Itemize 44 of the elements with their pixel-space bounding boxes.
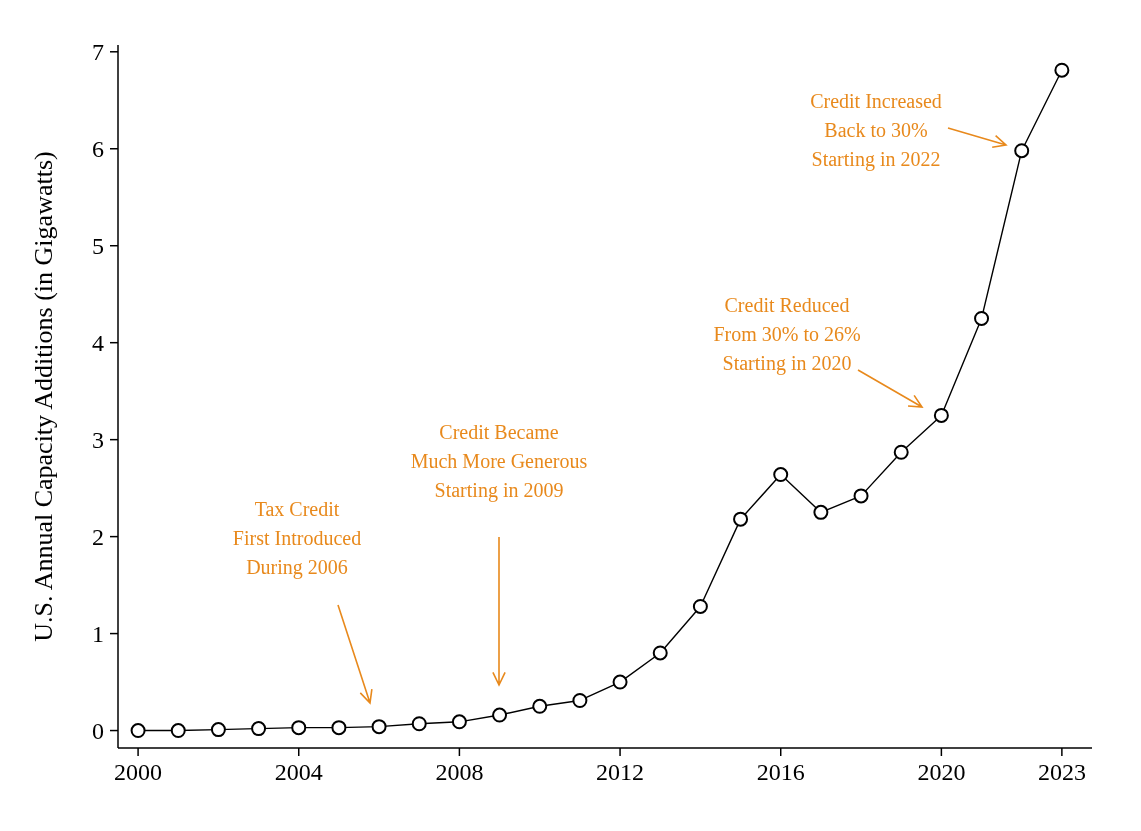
point — [1054, 62, 1070, 78]
y-axis-title: U.S. Annual Capacity Additions (in Gigawatts) — [29, 151, 58, 642]
point — [451, 714, 467, 730]
y-tick-label: 3 — [92, 427, 104, 454]
point — [813, 504, 829, 520]
x-tick-label: 2008 — [435, 759, 484, 785]
annotation: Credit Became Much More Generous Starting in 2009 — [410, 421, 588, 502]
point — [933, 407, 949, 423]
point — [532, 698, 548, 714]
x-tick-label: 2020 — [917, 759, 966, 785]
y-tick-label: 7 — [92, 39, 104, 66]
point — [210, 722, 226, 738]
point — [974, 310, 990, 326]
annotation: Tax Credit First Introduced During 2006 — [232, 498, 362, 579]
x-tick-label: 2004 — [274, 759, 323, 785]
y-tick-label: 5 — [92, 233, 104, 260]
point — [773, 467, 789, 483]
x-tick-label: 2012 — [596, 759, 645, 785]
annotation: Credit Increased Back to 30% Starting in 2022 — [810, 90, 942, 171]
point — [492, 707, 508, 723]
point — [612, 674, 628, 690]
point — [733, 511, 749, 527]
y-tick-label: 2 — [92, 524, 104, 551]
point — [331, 720, 347, 736]
point — [291, 720, 307, 736]
y-tick-label: 4 — [92, 330, 104, 357]
y-tick-label: 1 — [92, 620, 104, 647]
annotation: Credit Reduced From 30% to 26% Starting in 2020 — [713, 294, 861, 375]
point — [572, 692, 588, 708]
y-tick-label: 0 — [92, 717, 104, 744]
point — [170, 723, 186, 739]
point — [893, 444, 909, 460]
y-tick-label: 6 — [92, 136, 104, 163]
x-tick-label: 2016 — [756, 759, 805, 785]
x-tick-label: 2000 — [114, 759, 163, 785]
point — [130, 723, 146, 739]
point — [411, 716, 427, 732]
point — [371, 719, 387, 735]
x-tick-label: 2023 — [1037, 759, 1086, 785]
point — [1014, 143, 1030, 159]
point — [853, 488, 869, 504]
point — [692, 598, 708, 614]
point — [251, 721, 267, 737]
point — [652, 645, 668, 661]
